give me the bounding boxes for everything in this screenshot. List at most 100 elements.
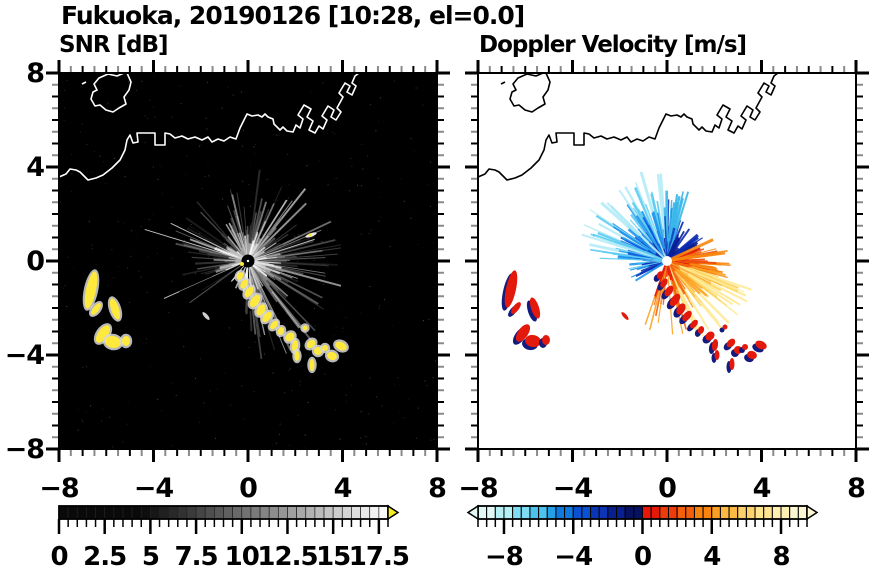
snr-cbar-label: 5	[142, 542, 159, 570]
vel-ray-se-yellow	[668, 263, 676, 272]
snr-panel-ticks	[46, 60, 450, 462]
noise-speckle	[276, 134, 278, 136]
vel-ray-e-red	[670, 250, 728, 262]
vel-cbar-segment	[780, 505, 791, 520]
vel-cbar-arrow-right	[806, 504, 819, 521]
noise-speckle	[310, 90, 312, 92]
noise-speckle	[66, 79, 68, 81]
vel-cbar-segment	[797, 505, 808, 520]
snr-ray	[249, 199, 288, 258]
doppler-panel-coastline	[478, 73, 779, 181]
noise-speckle	[432, 242, 434, 244]
noise-speckle	[128, 301, 131, 303]
noise-speckle	[127, 400, 129, 402]
noise-speckle	[375, 130, 377, 132]
snr-cbar-segment	[122, 505, 133, 520]
clutter-gray-dash	[202, 312, 210, 320]
snr-cbar-label: 2.5	[83, 542, 126, 570]
noise-speckle	[240, 91, 242, 93]
x-tick-label-right: −4	[553, 473, 593, 504]
noise-speckle	[345, 400, 348, 402]
noise-speckle	[377, 177, 380, 180]
noise-speckle	[81, 420, 84, 423]
noise-speckle	[403, 200, 405, 202]
noise-speckle	[207, 165, 209, 167]
noise-speckle	[350, 157, 352, 160]
noise-speckle	[378, 196, 380, 198]
snr-cbar-segment	[241, 505, 252, 520]
snr-ray	[225, 223, 247, 258]
noise-speckle	[377, 119, 380, 122]
noise-speckle	[71, 173, 73, 175]
clutter-yellow	[327, 351, 337, 361]
noise-speckle	[272, 372, 274, 374]
noise-speckle	[157, 398, 159, 400]
snr-ray	[252, 236, 314, 260]
noise-speckle	[204, 175, 206, 178]
vel-cbar-segment	[667, 505, 678, 520]
vel-cbar-segment	[650, 505, 661, 520]
vel-ray-se-yellow	[670, 261, 685, 266]
x-tick-label-right: 8	[847, 473, 865, 504]
clutter-yellow	[84, 271, 98, 309]
noise-speckle	[379, 216, 382, 218]
vel-ray-n-blue	[667, 191, 690, 258]
noise-speckle	[118, 350, 120, 352]
clutter-yellow	[306, 339, 316, 349]
noise-speckle	[113, 157, 116, 160]
clutter-red	[722, 324, 728, 330]
vel-cbar-segment	[789, 505, 799, 520]
noise-speckle	[351, 165, 353, 167]
noise-speckle	[102, 161, 105, 163]
doppler-panel-content	[478, 73, 779, 373]
noise-speckle	[91, 171, 94, 174]
noise-speckle	[360, 233, 362, 235]
noise-speckle	[266, 188, 268, 190]
noise-speckle	[208, 256, 210, 258]
noise-speckle	[422, 320, 425, 322]
noise-speckle	[144, 142, 146, 144]
noise-speckle	[339, 438, 341, 440]
vel-ray-sw-blue	[634, 262, 665, 282]
noise-speckle	[304, 434, 306, 436]
vel-ray-se-yellow	[670, 262, 738, 304]
snr-panel-coastline	[59, 73, 360, 181]
vel-ray-w-cyan	[637, 260, 664, 264]
clutter-red	[705, 331, 715, 341]
snr-blocked-wedge	[175, 261, 248, 328]
noise-speckle	[369, 377, 371, 379]
noise-speckle	[79, 131, 81, 133]
doppler-colorbar: −8 −4 0 4 8	[466, 504, 819, 570]
snr-cbar-segment	[214, 505, 224, 520]
noise-speckle	[356, 184, 359, 186]
vel-ray-w-cyan	[599, 257, 664, 262]
snr-ray	[250, 202, 307, 259]
noise-speckle	[100, 420, 103, 422]
clutter-dot	[308, 233, 312, 237]
noise-speckle	[66, 305, 68, 308]
noise-speckle	[67, 256, 69, 258]
snr-cbar-segment	[150, 505, 160, 520]
noise-speckle	[146, 338, 148, 340]
noise-speckle	[284, 392, 286, 394]
noise-speckle	[254, 143, 256, 145]
noise-speckle	[127, 81, 130, 83]
noise-speckle	[170, 382, 172, 384]
clutter-red	[669, 293, 681, 307]
noise-speckle	[122, 441, 124, 443]
noise-speckle	[249, 164, 252, 166]
vel-ray-nw-blue	[606, 202, 665, 259]
vel-cbar-segment	[693, 505, 704, 520]
noise-speckle	[345, 394, 347, 396]
snr-cbar-segment	[204, 505, 215, 520]
noise-speckle	[190, 223, 192, 226]
clutter-red	[525, 334, 541, 348]
vel-cbar-segment	[546, 505, 557, 520]
noise-speckle	[146, 118, 149, 120]
snr-cbar-segment	[177, 505, 188, 520]
clutter-yellow	[249, 294, 261, 308]
noise-speckle	[333, 334, 335, 336]
coastline-mainland	[478, 73, 779, 181]
